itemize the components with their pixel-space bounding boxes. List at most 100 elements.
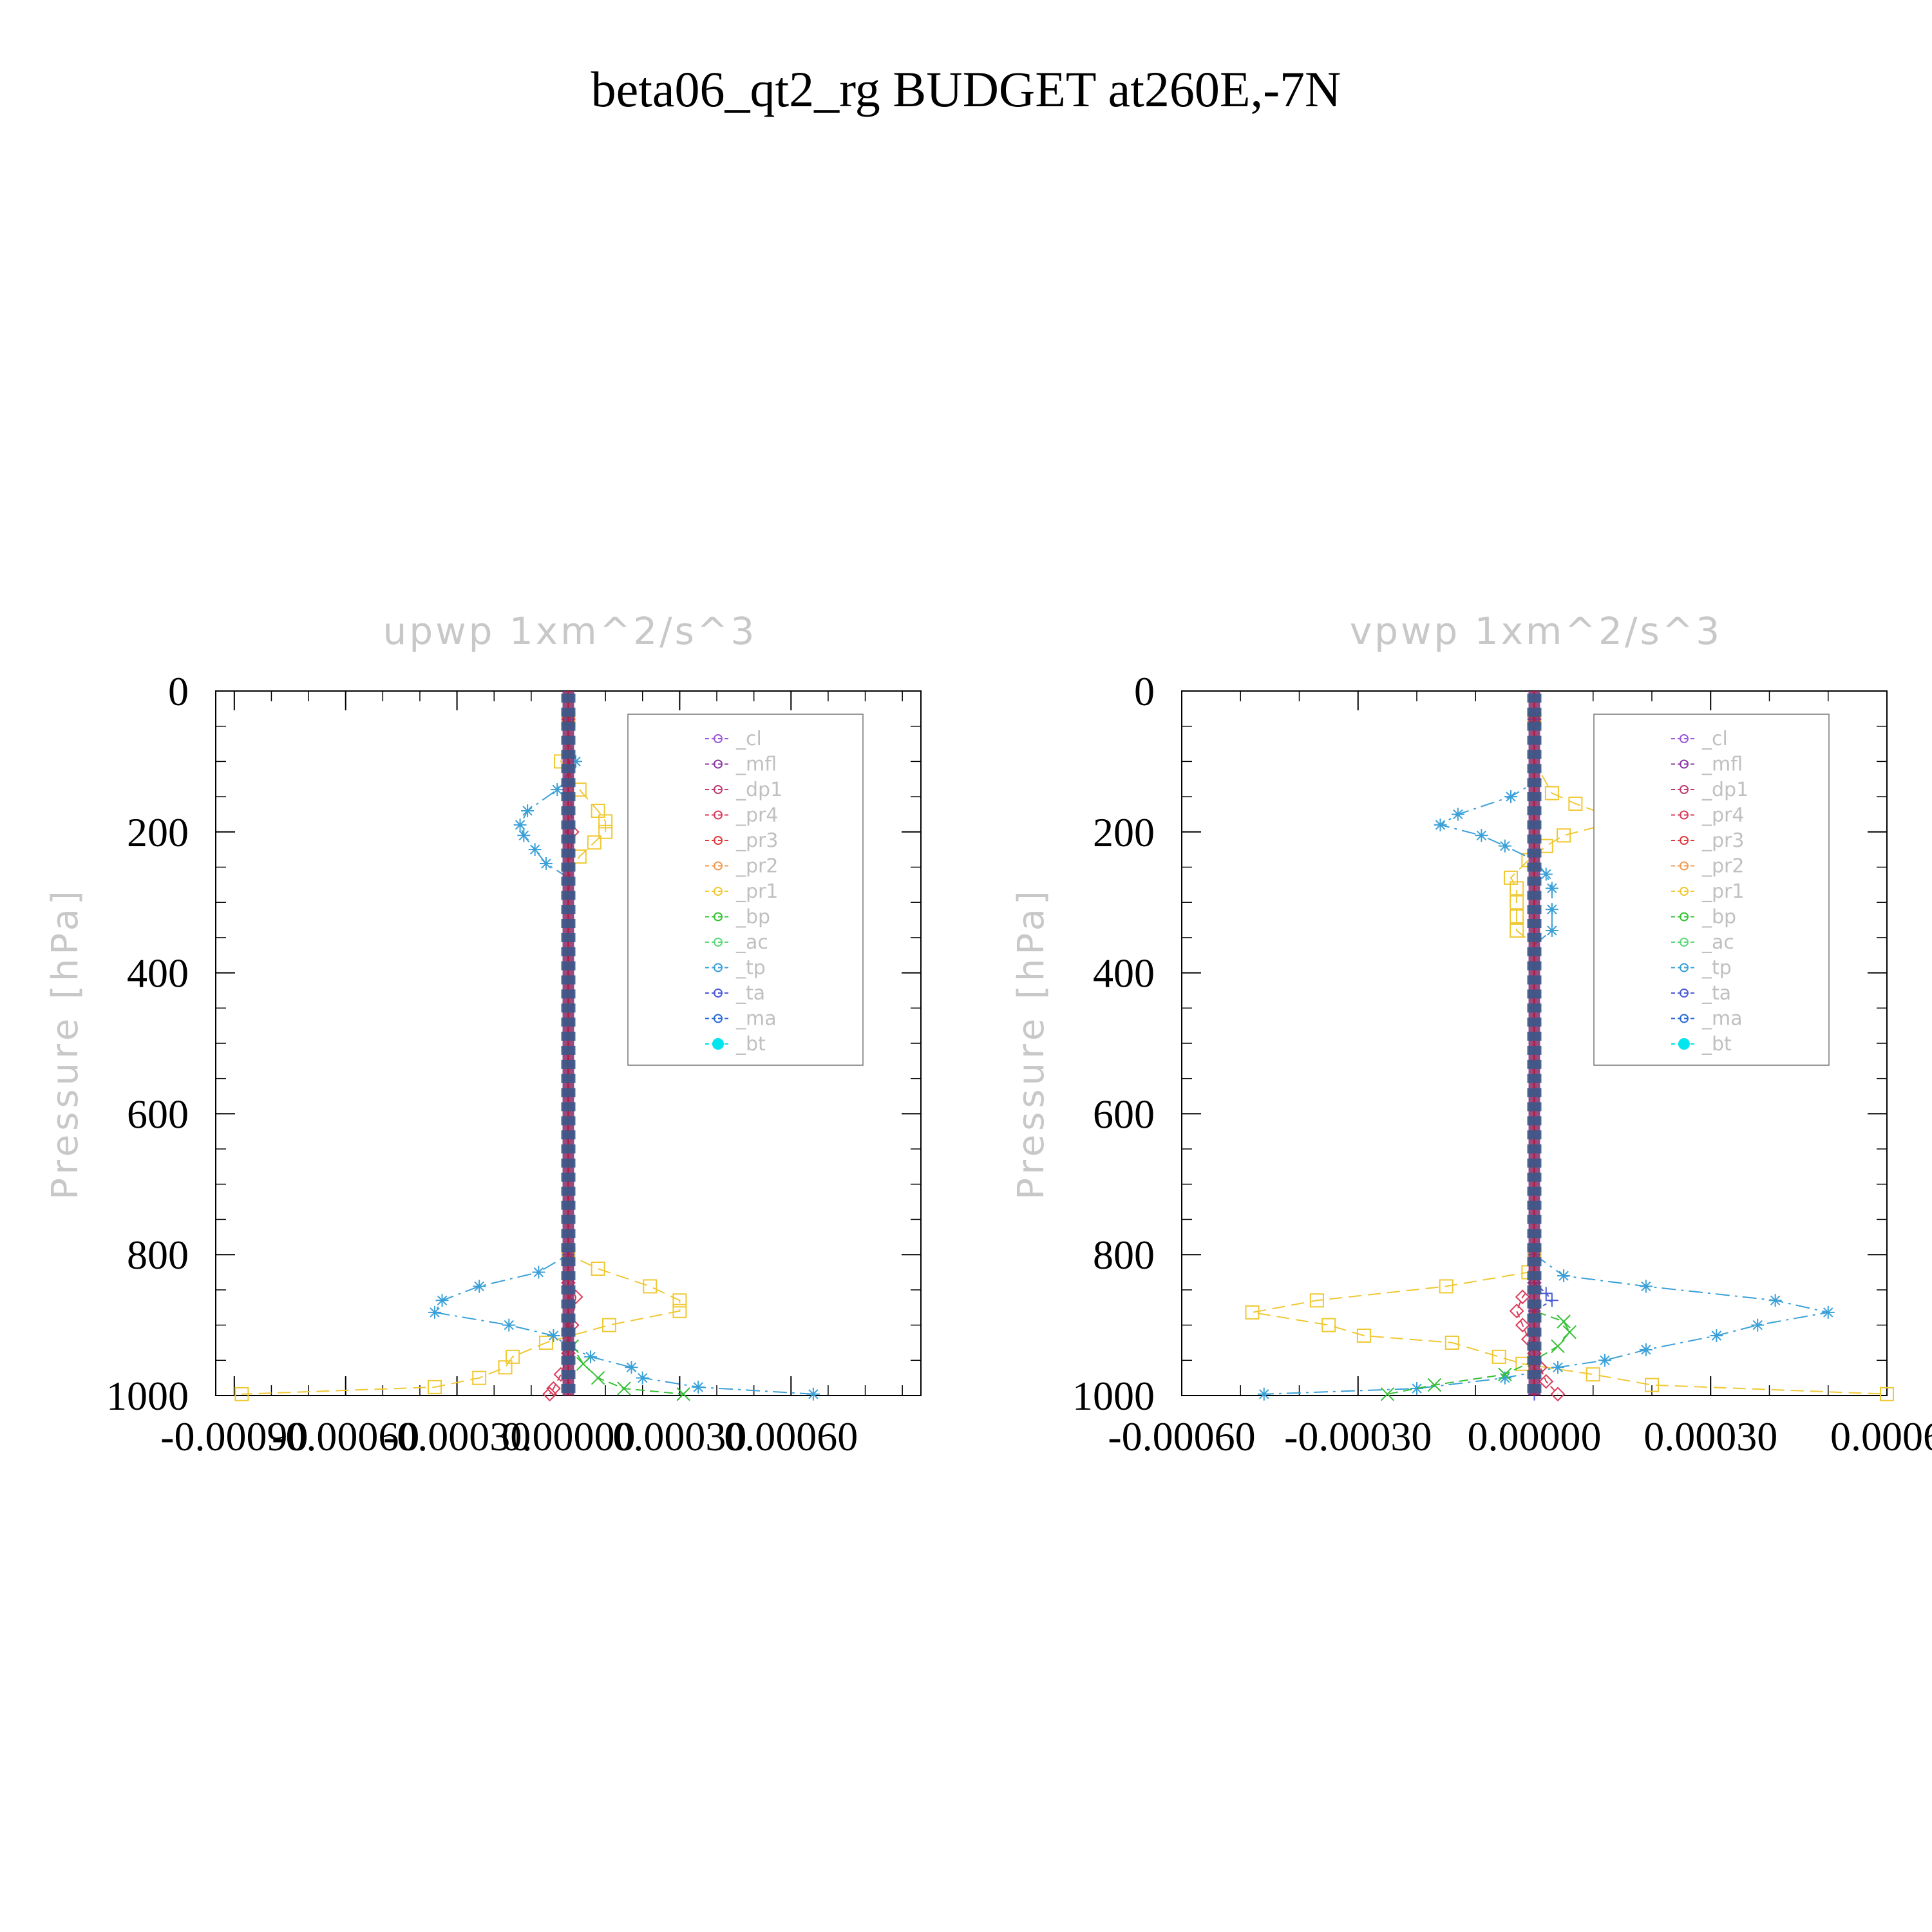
- legend-label: _pr2: [1701, 855, 1744, 878]
- data-point: [1510, 881, 1524, 896]
- zero-column-marker: [561, 1271, 576, 1281]
- legend-label: _pr4: [1701, 804, 1744, 827]
- zero-column-marker: [561, 707, 576, 717]
- legend: _cl _mfl _dp1 _pr4_pr3 _pr2_pr1 _bp_ac _tp_ta _…: [627, 714, 864, 1066]
- data-point: [591, 1262, 605, 1276]
- zero-column-marker: [561, 1172, 576, 1182]
- legend-label: _cl: [735, 728, 762, 750]
- legend-label: _dp1: [735, 779, 782, 801]
- series-line: [433, 719, 813, 1395]
- zero-column-marker: [561, 1018, 576, 1027]
- zero-column-marker: [1527, 820, 1542, 829]
- x-tick-label: 0.00000: [502, 1414, 636, 1459]
- data-point: [1598, 1354, 1611, 1367]
- zero-column-marker: [561, 1130, 576, 1140]
- data-point: [1434, 818, 1447, 831]
- legend-label: _bp: [1701, 906, 1736, 929]
- data-point: [1568, 797, 1583, 811]
- data-point: [1821, 1305, 1835, 1319]
- data-point: [1880, 1387, 1894, 1401]
- zero-column-marker: [561, 989, 576, 999]
- legend-marker: [712, 1038, 724, 1050]
- x-tick-label: -0.00060: [1108, 1414, 1255, 1459]
- zero-column-marker: [1527, 1032, 1542, 1041]
- data-point: [1509, 1303, 1524, 1319]
- data-point: [1498, 839, 1511, 853]
- data-point: [1586, 1367, 1600, 1382]
- legend-marker: [714, 861, 723, 871]
- data-point: [1510, 909, 1524, 924]
- zero-column-marker: [561, 1116, 576, 1126]
- data-point: [1504, 790, 1517, 804]
- legend-label: _pr2: [735, 855, 778, 878]
- data-point: [1309, 1293, 1324, 1308]
- legend-label: _pr3: [735, 829, 778, 852]
- data-point: [1557, 1269, 1571, 1283]
- data-point: [473, 1280, 486, 1293]
- zero-column-marker: [1527, 1018, 1542, 1027]
- zero-column-marker: [561, 1032, 576, 1041]
- zero-column-marker: [1527, 1074, 1542, 1083]
- y-tick-label: 800: [1093, 1232, 1155, 1278]
- data-point: [643, 1279, 658, 1294]
- zero-column-marker: [1527, 1003, 1542, 1013]
- legend: _cl _mfl _dp1 _pr4_pr3 _pr2_pr1 _bp_ac _tp_ta _…: [1593, 714, 1830, 1066]
- data-point: [1451, 808, 1464, 821]
- legend-label: _ma: [1701, 1008, 1743, 1030]
- data-point: [692, 1380, 705, 1394]
- zero-column-marker: [561, 1356, 576, 1365]
- x-tick-label: 0.00030: [612, 1414, 746, 1459]
- data-point: [1562, 1325, 1577, 1340]
- data-point: [513, 818, 527, 831]
- zero-column-marker: [1527, 848, 1542, 858]
- data-point: [498, 1360, 513, 1375]
- data-point: [625, 1361, 638, 1374]
- zero-column-marker: [1527, 947, 1542, 956]
- zero-column-marker: [1527, 1327, 1542, 1337]
- y-tick-label: 600: [127, 1091, 189, 1137]
- zero-column-marker: [1527, 792, 1542, 802]
- legend-label: _ma: [735, 1008, 777, 1030]
- y-tick-label: 400: [127, 951, 189, 996]
- zero-column-marker: [561, 778, 576, 788]
- zero-column-marker: [561, 1384, 576, 1394]
- x-tick-label: 0.0006: [1830, 1414, 1932, 1459]
- data-point: [672, 1293, 687, 1308]
- legend-marker: [714, 759, 723, 769]
- zero-column-marker: [1527, 1370, 1542, 1379]
- zero-column-marker: [561, 806, 576, 815]
- zero-column-marker: [561, 1088, 576, 1097]
- zero-column-marker: [561, 1158, 576, 1168]
- zero-column-marker: [1527, 1384, 1542, 1394]
- data-point: [1510, 923, 1524, 938]
- zero-column-marker: [1527, 905, 1542, 914]
- zero-column-marker: [1527, 933, 1542, 942]
- data-point: [1710, 1329, 1723, 1343]
- data-point: [1380, 1387, 1395, 1401]
- data-point: [1551, 1361, 1564, 1374]
- legend-marker: [1680, 938, 1689, 947]
- zero-column-marker: [1527, 961, 1542, 971]
- zero-column-marker: [561, 1243, 576, 1253]
- legend-marker: [714, 938, 723, 947]
- zero-column-marker: [1527, 1059, 1542, 1069]
- data-point: [591, 803, 605, 818]
- zero-column-marker: [561, 1074, 576, 1083]
- zero-column-marker: [1527, 1356, 1542, 1365]
- zero-column-marker: [1527, 1313, 1542, 1323]
- data-point: [1557, 1314, 1571, 1329]
- legend-label: _pr1: [735, 880, 778, 903]
- panel-title: vpwp 1xm^2/s^3: [1350, 609, 1722, 653]
- data-point: [1539, 1287, 1553, 1300]
- legend-marker: [714, 989, 723, 998]
- zero-column-marker: [1527, 1341, 1542, 1351]
- data-point: [542, 1387, 558, 1402]
- data-point: [584, 1350, 598, 1363]
- zero-column-marker: [561, 905, 576, 914]
- zero-column-marker: [1527, 1088, 1542, 1097]
- legend-marker: [1680, 734, 1689, 743]
- data-point: [1545, 882, 1558, 895]
- data-point: [1475, 829, 1488, 842]
- data-point: [506, 1349, 520, 1364]
- data-point: [1515, 1289, 1530, 1305]
